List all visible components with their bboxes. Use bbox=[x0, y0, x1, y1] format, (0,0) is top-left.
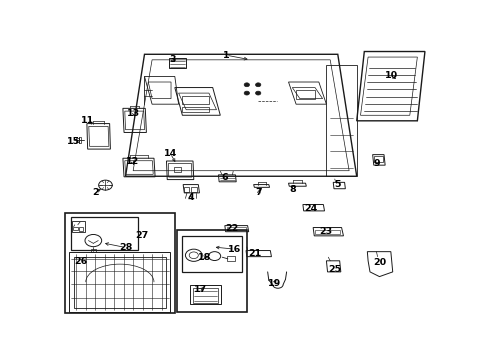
Bar bbox=[65, 213, 175, 312]
Text: 10: 10 bbox=[384, 71, 397, 80]
Circle shape bbox=[255, 83, 260, 87]
Bar bbox=[73, 227, 78, 230]
Text: 6: 6 bbox=[221, 174, 228, 183]
Bar bbox=[314, 230, 339, 234]
Text: 9: 9 bbox=[373, 159, 380, 168]
Bar bbox=[193, 288, 217, 303]
Bar bbox=[79, 138, 81, 143]
Text: 17: 17 bbox=[194, 285, 207, 294]
Text: 13: 13 bbox=[127, 109, 140, 118]
Bar bbox=[189, 285, 221, 304]
Bar bbox=[296, 90, 314, 99]
Text: 4: 4 bbox=[187, 193, 194, 202]
Bar bbox=[75, 138, 79, 142]
Text: 28: 28 bbox=[119, 243, 132, 252]
Bar bbox=[181, 236, 242, 272]
Text: 23: 23 bbox=[319, 227, 331, 236]
Bar bbox=[373, 156, 383, 162]
Bar bbox=[182, 96, 208, 104]
Text: 25: 25 bbox=[327, 265, 341, 274]
Text: 15: 15 bbox=[67, 137, 80, 146]
Text: 21: 21 bbox=[247, 249, 261, 258]
Text: 3: 3 bbox=[168, 55, 175, 64]
Text: 12: 12 bbox=[125, 157, 139, 166]
Circle shape bbox=[255, 91, 260, 95]
Bar bbox=[169, 58, 186, 68]
Text: 16: 16 bbox=[227, 245, 241, 254]
Text: 1: 1 bbox=[222, 51, 229, 60]
Text: 22: 22 bbox=[224, 224, 238, 233]
Text: 5: 5 bbox=[334, 180, 340, 189]
Bar bbox=[176, 230, 246, 312]
Circle shape bbox=[244, 91, 249, 95]
Bar bbox=[183, 186, 189, 192]
Text: 2: 2 bbox=[92, 188, 99, 197]
Bar bbox=[74, 257, 166, 308]
Bar bbox=[191, 186, 196, 192]
Text: 27: 27 bbox=[135, 231, 148, 240]
Circle shape bbox=[244, 83, 249, 87]
Bar bbox=[79, 227, 83, 231]
Bar bbox=[72, 221, 84, 232]
Bar bbox=[182, 107, 208, 112]
Bar bbox=[90, 249, 96, 252]
Bar bbox=[174, 167, 181, 172]
Bar bbox=[226, 227, 245, 230]
Text: 7: 7 bbox=[255, 188, 262, 197]
Bar bbox=[70, 217, 138, 250]
Text: 14: 14 bbox=[163, 149, 177, 158]
Text: 8: 8 bbox=[289, 185, 296, 194]
Text: 11: 11 bbox=[81, 116, 94, 125]
Text: 26: 26 bbox=[74, 257, 87, 266]
Text: 19: 19 bbox=[267, 279, 280, 288]
Bar bbox=[226, 256, 234, 261]
Text: 20: 20 bbox=[373, 258, 386, 267]
Text: 24: 24 bbox=[303, 204, 316, 213]
Text: 18: 18 bbox=[197, 253, 211, 262]
